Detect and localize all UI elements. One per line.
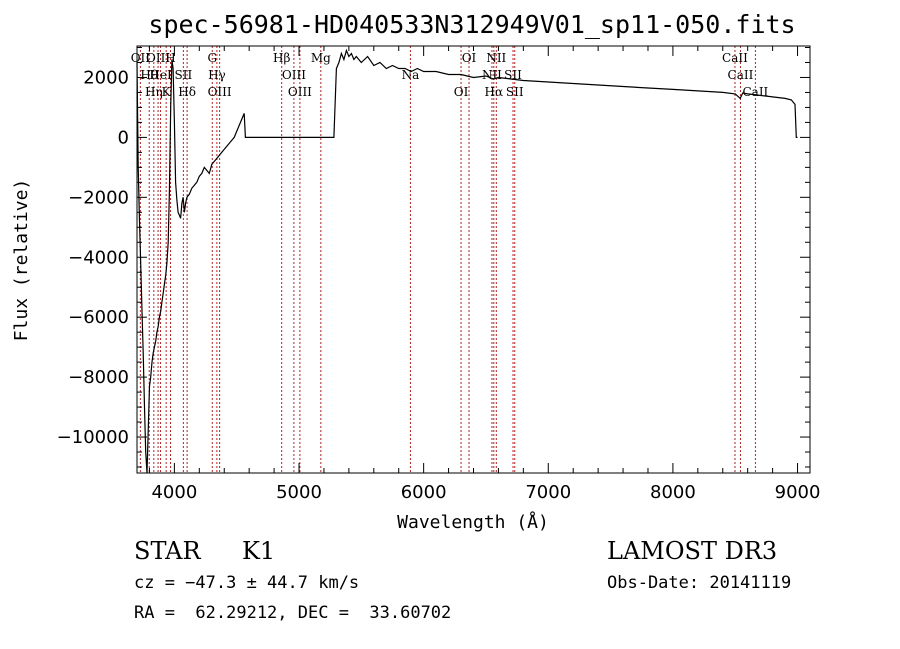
line-marker-label: Hη xyxy=(145,85,163,99)
y-axis-ticks: −10000 −8000 −6000 −4000 −2000 0 2000 xyxy=(57,46,810,468)
redshift-value: cz = −47.3 ± 44.7 km/s xyxy=(134,573,360,593)
line-marker-label: NII xyxy=(482,68,502,82)
spectral-line-labels: OIIHθHηOIIIHeIKHSIIHδGHγOIIIHβOIIIOIIIMg… xyxy=(131,51,769,99)
line-marker-label: Hθ xyxy=(140,68,158,82)
line-marker-label: CaII xyxy=(742,85,768,99)
x-tick-label: 6000 xyxy=(401,482,447,503)
line-marker-label: HeI xyxy=(149,68,172,82)
x-tick-label: 7000 xyxy=(525,482,571,503)
observation-date: Obs-Date: 20141119 xyxy=(607,573,792,593)
line-marker-label: Hβ xyxy=(273,51,290,65)
y-axis-label: Flux (relative) xyxy=(11,179,32,342)
line-marker-label: Na xyxy=(402,68,420,82)
object-subclass: K1 xyxy=(242,537,276,565)
line-marker-label: OIII xyxy=(208,85,232,99)
line-marker-label: OIII xyxy=(288,85,312,99)
coordinates: RA = 62.29212, DEC = 33.60702 xyxy=(134,603,452,623)
spectrum-line xyxy=(136,48,798,474)
y-tick-label: 2000 xyxy=(83,67,129,88)
line-marker-label: OI xyxy=(462,51,477,65)
line-marker-label: CaII xyxy=(722,51,748,65)
spectral-line-markers xyxy=(139,46,756,473)
line-marker-label: Hδ xyxy=(178,85,196,99)
survey-name: LAMOST DR3 xyxy=(607,537,778,565)
x-tick-label: 4000 xyxy=(151,482,197,503)
line-marker-label: CaII xyxy=(728,68,754,82)
line-marker-label: G xyxy=(207,51,217,65)
plot-frame xyxy=(136,45,811,474)
y-tick-label: −2000 xyxy=(68,187,129,208)
x-axis-label: Wavelength (Å) xyxy=(397,511,549,533)
line-marker-label: OIII xyxy=(282,68,306,82)
x-tick-label: 5000 xyxy=(276,482,322,503)
x-tick-label: 9000 xyxy=(775,482,821,503)
y-tick-label: 0 xyxy=(118,127,129,148)
object-class: STAR xyxy=(134,537,201,565)
x-axis-ticks: 4000 5000 6000 7000 8000 9000 xyxy=(148,46,821,503)
y-tick-label: −6000 xyxy=(68,307,129,328)
line-marker-label: NII xyxy=(486,51,506,65)
y-tick-label: −10000 xyxy=(57,427,129,448)
line-marker-label: SII xyxy=(506,85,524,99)
line-marker-label: OIII xyxy=(146,51,170,65)
line-marker-label: H xyxy=(165,51,175,65)
line-marker-label: SII xyxy=(175,68,193,82)
line-marker-label: Hα xyxy=(485,85,504,99)
line-marker-label: OI xyxy=(454,85,469,99)
line-marker-label: K xyxy=(162,85,172,99)
y-tick-label: −4000 xyxy=(68,247,129,268)
y-tick-label: −8000 xyxy=(68,367,129,388)
chart-title: spec-56981-HD040533N312949V01_sp11-050.f… xyxy=(148,10,795,39)
x-tick-label: 8000 xyxy=(650,482,696,503)
line-marker-label: OII xyxy=(131,51,151,65)
line-marker-label: Hγ xyxy=(208,68,226,82)
line-marker-label: Mg xyxy=(311,51,331,65)
